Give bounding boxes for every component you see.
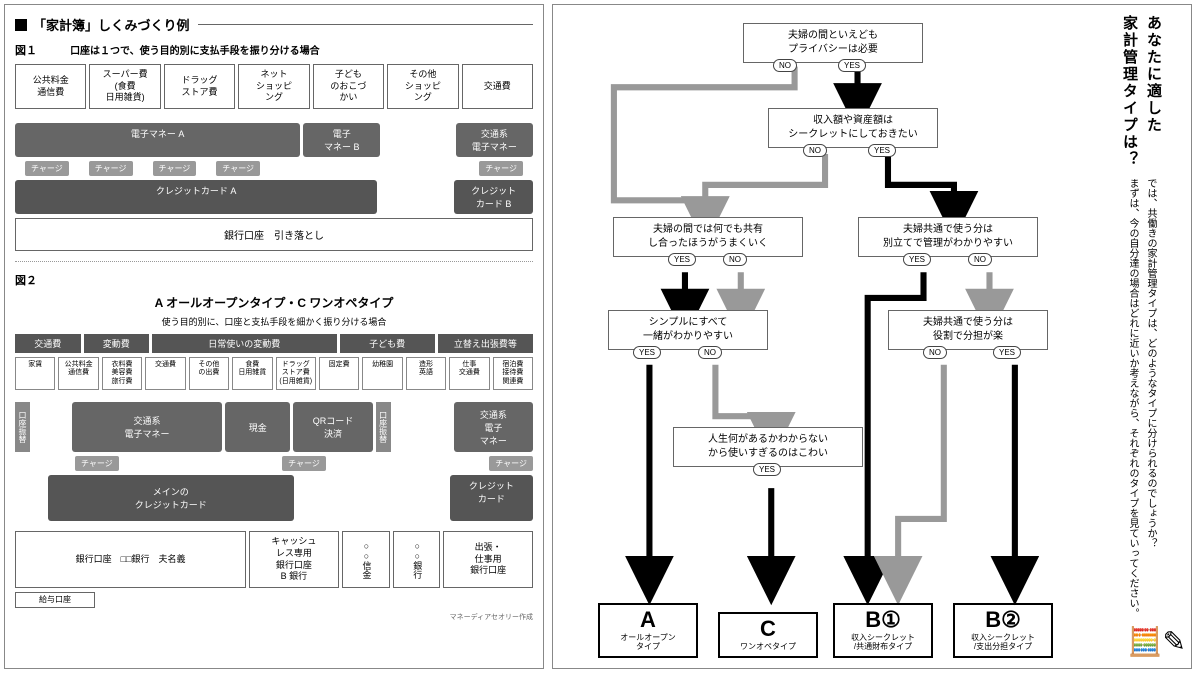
q5: シンプルにすべて一緒がわかりやすい	[608, 310, 768, 350]
sub-expense: その他の出費	[189, 357, 229, 390]
right-panel: 夫婦の間といえどもプライバシーは必要 NO YES 収入額や資産額はシークレット…	[552, 4, 1192, 669]
q2: 収入額や資産額はシークレットにしておきたい	[768, 108, 938, 148]
q1: 夫婦の間といえどもプライバシーは必要	[743, 23, 923, 63]
result-C: Cワンオペタイプ	[718, 612, 818, 658]
fig1-label: 図１ 口座は１つで、使う目的別に支払手段を振り分ける場合	[15, 42, 533, 58]
sidebar-text: あなたに適した 家計管理タイプは？ では、共働きの家計管理タイプは、どのようなタ…	[1091, 5, 1191, 668]
expense-box: 交通費	[462, 64, 533, 109]
fig2-credit-row: メインのクレジットカード クレジットカード	[15, 475, 533, 521]
fig1-credit-row: クレジットカード A クレジットカード B	[15, 180, 533, 214]
fig2-cats: 交通費 変動費 日常使いの変動費 子ども費 立替え出張費等	[15, 334, 533, 353]
sub-expense: 造形英語	[406, 357, 446, 390]
sub-expense: 固定費	[319, 357, 359, 390]
fig1-expenses: 公共料金通信費スーパー費(食費日用雑貨)ドラッグストア費ネットショッピング子ども…	[15, 64, 533, 109]
q7: 人生何があるかわからないから使いすぎるのはこわい	[673, 427, 863, 467]
result-A: Aオールオープンタイプ	[598, 603, 698, 658]
divider	[15, 261, 533, 262]
transit-emoney: 交通系電子マネー	[456, 123, 533, 157]
q3: 夫婦の間では何でも共有し合ったほうがうまくいく	[613, 217, 803, 257]
sub-expense: 仕事交通費	[449, 357, 489, 390]
credit-note: マネーディアセオリー作成	[15, 612, 533, 622]
fig2-subs: 家賃公共料金通信費衣料費美容費旅行費交通費その他の出費食費日用雑貨ドラッグストア…	[15, 357, 533, 390]
section-title-text: 「家計簿」しくみづくり例	[33, 15, 190, 34]
credit-b: クレジットカード B	[454, 180, 533, 214]
intro-text: では、共働きの家計管理タイプは、どのようなタイプに分けられるのでしょうか？ まず…	[1123, 178, 1159, 618]
calculator-icon: 🧮✎	[1128, 625, 1186, 658]
q4: 夫婦共通で使う分は別立てで管理がわかりやすい	[858, 217, 1038, 257]
sub-expense: 家賃	[15, 357, 55, 390]
expense-box: 公共料金通信費	[15, 64, 86, 109]
fig2-title: A オールオープンタイプ・C ワンオペタイプ	[15, 294, 533, 311]
expense-box: その他ショッピング	[387, 64, 458, 109]
fig1-emoney-row: 電子マネー A 電子マネー B 交通系電子マネー	[15, 123, 533, 157]
q6: 夫婦共通で使う分は役割で分担が楽	[888, 310, 1048, 350]
expense-box: ネットショッピング	[238, 64, 309, 109]
sub-expense: 衣料費美容費旅行費	[102, 357, 142, 390]
expense-box: 子どものおこづかい	[313, 64, 384, 109]
section-title: 「家計簿」しくみづくり例	[15, 15, 533, 34]
fig2-banks: 銀行口座 □□銀行 夫名義 キャッシュレス専用銀行口座B 銀行 ○○信金 ○○銀…	[15, 531, 533, 588]
emoney-a: 電子マネー A	[15, 123, 300, 157]
sub-expense: 食費日用雑貨	[232, 357, 272, 390]
sub-expense: 公共料金通信費	[58, 357, 98, 390]
square-icon	[15, 19, 27, 31]
salary-row: 給与口座	[15, 592, 533, 608]
left-panel: 「家計簿」しくみづくり例 図１ 口座は１つで、使う目的別に支払手段を振り分ける場…	[4, 4, 544, 669]
flowchart: 夫婦の間といえどもプライバシーは必要 NO YES 収入額や資産額はシークレット…	[553, 5, 1091, 668]
charge-row: チャージ チャージ チャージ チャージ チャージ	[15, 161, 533, 176]
result-B②: B②収入シークレット/支出分担タイプ	[953, 603, 1053, 658]
title-rule	[198, 24, 533, 25]
fig2-pay-row: 口座振替 交通系電子マネー 現金 QRコード決済 口座振替 交通系電子マネー	[15, 402, 533, 452]
fig2-label: 図２	[15, 272, 533, 288]
fig2-subtitle: 使う目的別に、口座と支払手段を細かく振り分ける場合	[15, 315, 533, 328]
sub-expense: 宿泊費接待費関連費	[493, 357, 533, 390]
expense-box: スーパー費(食費日用雑貨)	[89, 64, 160, 109]
expense-box: ドラッグストア費	[164, 64, 235, 109]
emoney-b: 電子マネー B	[303, 123, 380, 157]
result-B①: B①収入シークレット/共通財布タイプ	[833, 603, 933, 658]
sub-expense: 幼稚園	[362, 357, 402, 390]
sub-expense: 交通費	[145, 357, 185, 390]
charge-row2: チャージ チャージ チャージ	[15, 456, 533, 471]
credit-a: クレジットカード A	[15, 180, 377, 214]
main-title: あなたに適した 家計管理タイプは？	[1117, 15, 1165, 168]
fig1-bank: 銀行口座 引き落とし	[15, 218, 533, 251]
sub-expense: ドラッグストア費(日用雑貨)	[276, 357, 316, 390]
